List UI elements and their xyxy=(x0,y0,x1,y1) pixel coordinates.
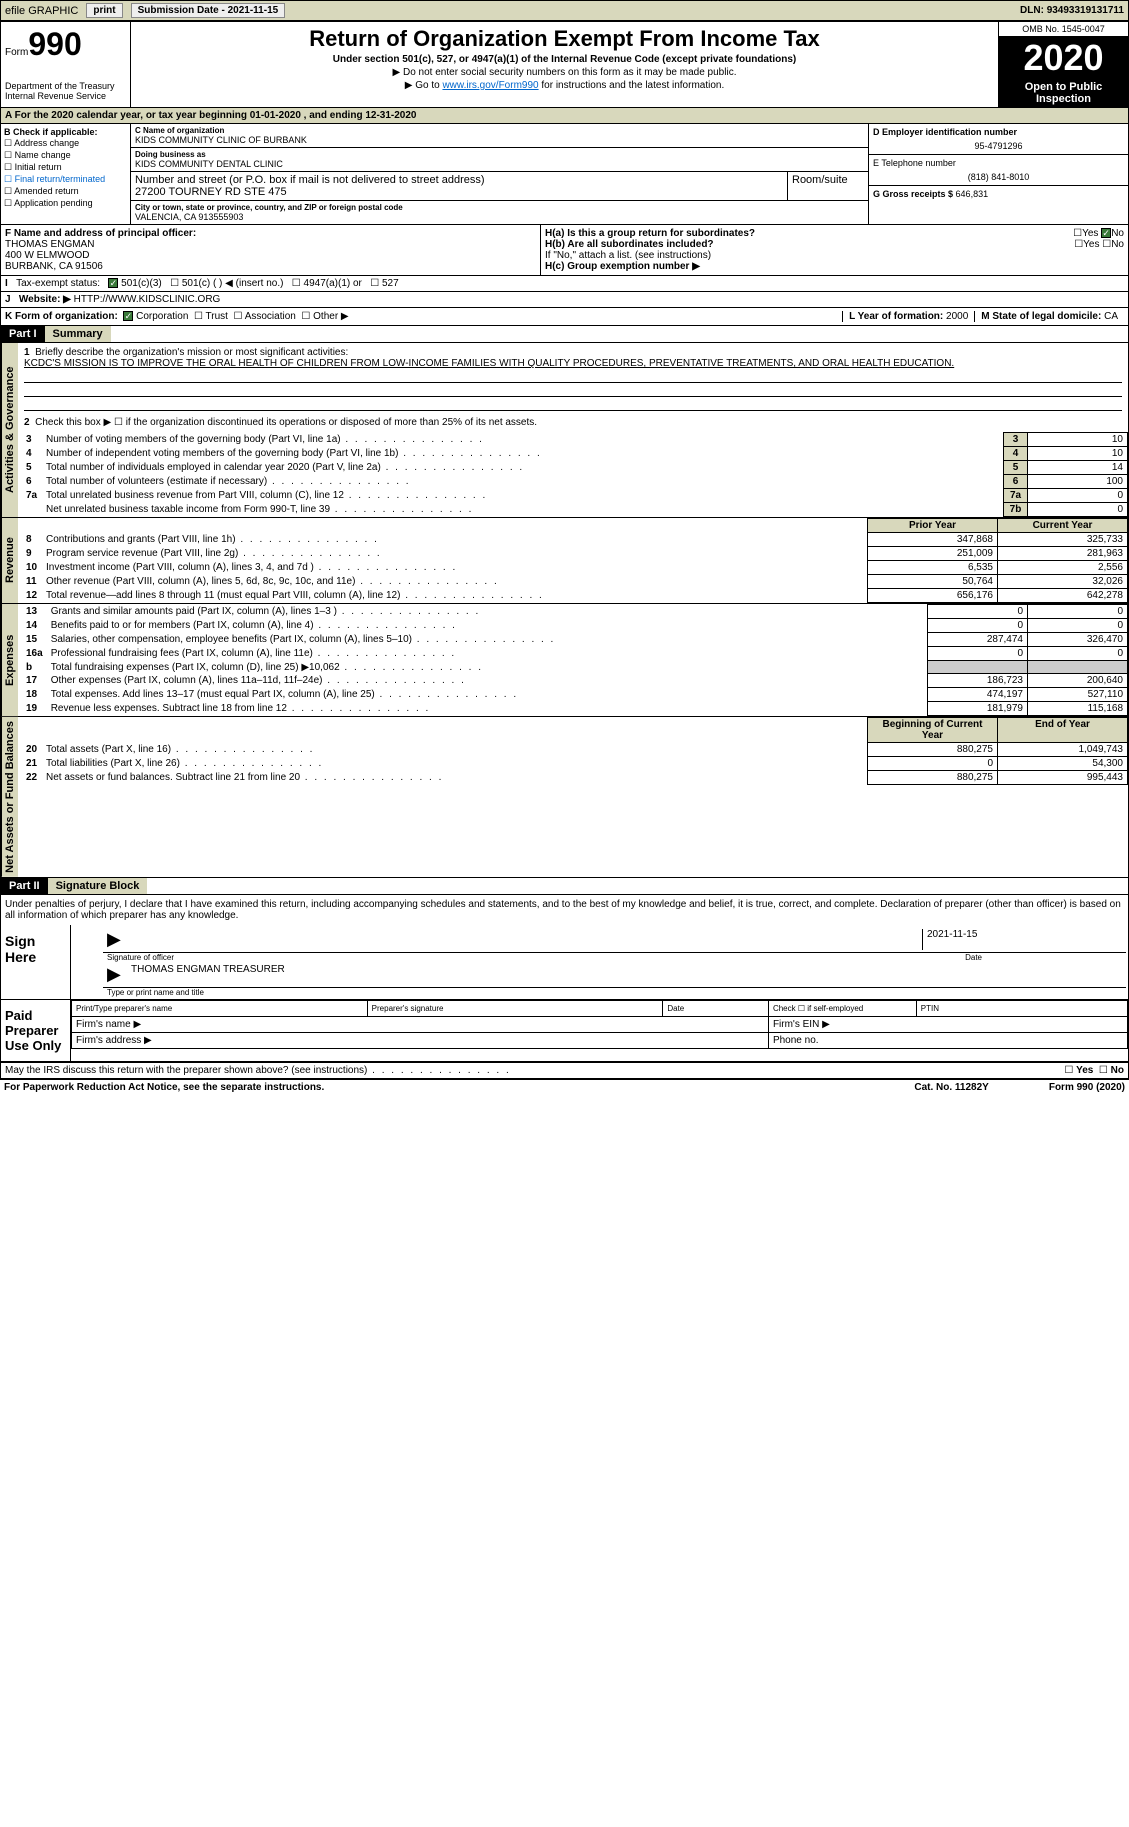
paid-preparer-block: Paid Preparer Use Only Print/Type prepar… xyxy=(0,1000,1129,1062)
sidebar-netassets: Net Assets or Fund Balances xyxy=(1,717,18,877)
website: HTTP://WWW.KIDSCLINIC.ORG xyxy=(74,294,221,305)
form-ref: Form 990 (2020) xyxy=(1049,1082,1125,1093)
header-left: Form990 Department of the Treasury Inter… xyxy=(1,22,131,107)
form-title: Return of Organization Exempt From Incom… xyxy=(135,26,994,52)
line-i: I Tax-exempt status: 501(c)(3) ☐ 501(c) … xyxy=(0,276,1129,292)
chk-pending[interactable]: ☐ Application pending xyxy=(4,198,127,209)
page-footer: For Paperwork Reduction Act Notice, see … xyxy=(0,1079,1129,1095)
chk-final[interactable]: ☐ Final return/terminated xyxy=(4,174,127,185)
cat-number: Cat. No. 11282Y xyxy=(914,1082,988,1093)
line-a: A For the 2020 calendar year, or tax yea… xyxy=(0,108,1129,124)
arrow-icon: ▶ xyxy=(107,929,131,950)
sign-here-label: Sign Here xyxy=(1,925,71,999)
block-bcd: B Check if applicable: ☐ Address change … xyxy=(0,124,1129,225)
box-c: C Name of organization KIDS COMMUNITY CL… xyxy=(131,124,868,224)
chk-address[interactable]: ☐ Address change xyxy=(4,138,127,149)
section-governance: Activities & Governance 1 Briefly descri… xyxy=(0,343,1129,518)
box-b: B Check if applicable: ☐ Address change … xyxy=(1,124,131,224)
chk-name[interactable]: ☐ Name change xyxy=(4,150,127,161)
table-expenses: 13Grants and similar amounts paid (Part … xyxy=(18,604,1128,716)
table-governance: 3Number of voting members of the governi… xyxy=(18,432,1128,517)
top-bar: efile GRAPHIC print Submission Date - 20… xyxy=(0,0,1129,21)
sign-here-block: Sign Here ▶2021-11-15 Signature of offic… xyxy=(0,925,1129,1000)
section-netassets: Net Assets or Fund Balances Beginning of… xyxy=(0,717,1129,878)
print-button[interactable]: print xyxy=(86,3,122,18)
ein: 95-4791296 xyxy=(873,141,1124,151)
sidebar-revenue: Revenue xyxy=(1,518,18,603)
chk-corp xyxy=(123,311,133,321)
tax-year: 2020 xyxy=(999,37,1128,79)
open-public: Open to Public Inspection xyxy=(999,79,1128,107)
sidebar-expenses: Expenses xyxy=(1,604,18,716)
officer-printed: THOMAS ENGMAN TREASURER xyxy=(131,964,285,985)
org-name: KIDS COMMUNITY CLINIC OF BURBANK xyxy=(135,135,864,145)
officer-name: THOMAS ENGMAN xyxy=(5,239,536,250)
box-f: F Name and address of principal officer:… xyxy=(1,225,541,275)
efile-label: efile GRAPHIC xyxy=(5,5,78,17)
subtitle-3: ▶ Go to www.irs.gov/Form990 for instruct… xyxy=(135,80,994,91)
form-header: Form990 Department of the Treasury Inter… xyxy=(0,21,1129,108)
dept-treasury: Department of the Treasury Internal Reve… xyxy=(5,81,126,101)
chk-initial[interactable]: ☐ Initial return xyxy=(4,162,127,173)
dln: DLN: 93493319131711 xyxy=(1020,5,1124,16)
part2-header: Part IISignature Block xyxy=(0,878,1129,895)
subtitle-1: Under section 501(c), 527, or 4947(a)(1)… xyxy=(135,54,994,65)
street-address: 27200 TOURNEY RD STE 475 xyxy=(135,186,783,198)
box-d: D Employer identification number 95-4791… xyxy=(868,124,1128,224)
block-fh: F Name and address of principal officer:… xyxy=(0,225,1129,276)
header-center: Return of Organization Exempt From Incom… xyxy=(131,22,998,107)
submission-date-box: Submission Date - 2021-11-15 xyxy=(131,3,286,18)
gross-receipts: 646,831 xyxy=(956,189,989,199)
sidebar-governance: Activities & Governance xyxy=(1,343,18,517)
table-netassets: Beginning of Current YearEnd of Year20To… xyxy=(18,717,1128,785)
section-revenue: Revenue Prior YearCurrent Year8Contribut… xyxy=(0,518,1129,604)
ha-no-check xyxy=(1101,228,1111,238)
subtitle-2: ▶ Do not enter social security numbers o… xyxy=(135,67,994,78)
line-j: J Website: ▶ HTTP://WWW.KIDSCLINIC.ORG xyxy=(0,292,1129,308)
line-k: K Form of organization: Corporation ☐ Tr… xyxy=(0,308,1129,326)
chk-501c3 xyxy=(108,278,118,288)
omb-number: OMB No. 1545-0047 xyxy=(999,22,1128,37)
penalties-text: Under penalties of perjury, I declare th… xyxy=(0,895,1129,925)
section-expenses: Expenses 13Grants and similar amounts pa… xyxy=(0,604,1129,717)
may-irs-discuss: May the IRS discuss this return with the… xyxy=(0,1062,1129,1079)
city-state-zip: VALENCIA, CA 913555903 xyxy=(135,212,864,222)
sig-date: 2021-11-15 xyxy=(922,929,1122,950)
paid-preparer-label: Paid Preparer Use Only xyxy=(1,1000,71,1061)
phone: (818) 841-8010 xyxy=(873,172,1124,182)
preparer-table: Print/Type preparer's name Preparer's si… xyxy=(71,1000,1128,1049)
header-right: OMB No. 1545-0047 2020 Open to Public In… xyxy=(998,22,1128,107)
arrow-icon: ▶ xyxy=(107,964,131,985)
mission-block: 1 Briefly describe the organization's mi… xyxy=(18,343,1128,432)
box-h: H(a) Is this a group return for subordin… xyxy=(541,225,1128,275)
chk-amended[interactable]: ☐ Amended return xyxy=(4,186,127,197)
pra-notice: For Paperwork Reduction Act Notice, see … xyxy=(4,1082,324,1093)
form-number: 990 xyxy=(28,26,81,62)
mission-text: KCDC'S MISSION IS TO IMPROVE THE ORAL HE… xyxy=(24,358,954,369)
part1-header: Part ISummary xyxy=(0,326,1129,343)
table-revenue: Prior YearCurrent Year8Contributions and… xyxy=(18,518,1128,603)
dba-name: KIDS COMMUNITY DENTAL CLINIC xyxy=(135,159,864,169)
irs-link[interactable]: www.irs.gov/Form990 xyxy=(442,80,538,91)
